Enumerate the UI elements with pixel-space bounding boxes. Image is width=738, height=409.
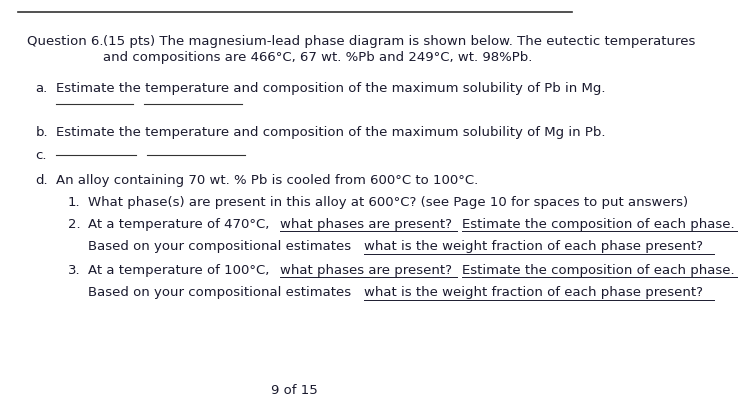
- Text: (15 pts) The magnesium-lead phase diagram is shown below. The eutectic temperatu: (15 pts) The magnesium-lead phase diagra…: [103, 35, 696, 48]
- Text: what phases are present?: what phases are present?: [280, 218, 452, 231]
- Text: 2.: 2.: [68, 218, 80, 231]
- Text: Estimate the composition of each phase.: Estimate the composition of each phase.: [461, 264, 734, 277]
- Text: what is the weight fraction of each phase present?: what is the weight fraction of each phas…: [364, 240, 703, 253]
- Text: An alloy containing 70 wt. % Pb is cooled from 600°C to 100°C.: An alloy containing 70 wt. % Pb is coole…: [56, 174, 478, 187]
- Text: What phase(s) are present in this alloy at 600°C? (see Page 10 for spaces to put: What phase(s) are present in this alloy …: [89, 196, 689, 209]
- Text: 9 of 15: 9 of 15: [272, 384, 318, 397]
- Text: At a temperature of 470°C,: At a temperature of 470°C,: [89, 218, 274, 231]
- Text: Based on your compositional estimates: Based on your compositional estimates: [89, 240, 356, 253]
- Text: 3.: 3.: [68, 264, 80, 277]
- Text: d.: d.: [35, 174, 48, 187]
- Text: Estimate the temperature and composition of the maximum solubility of Mg in Pb.: Estimate the temperature and composition…: [56, 126, 605, 139]
- Text: what phases are present?: what phases are present?: [280, 264, 452, 277]
- Text: At a temperature of 100°C,: At a temperature of 100°C,: [89, 264, 274, 277]
- Text: and compositions are 466°C, 67 wt. %Pb and 249°C, wt. 98%Pb.: and compositions are 466°C, 67 wt. %Pb a…: [103, 51, 533, 64]
- Text: Question 6.: Question 6.: [27, 35, 103, 48]
- Text: c.: c.: [35, 149, 47, 162]
- Text: a.: a.: [35, 82, 48, 95]
- Text: Estimate the composition of each phase.: Estimate the composition of each phase.: [461, 218, 734, 231]
- Text: what is the weight fraction of each phase present?: what is the weight fraction of each phas…: [364, 286, 703, 299]
- Text: Based on your compositional estimates: Based on your compositional estimates: [89, 286, 356, 299]
- Text: 1.: 1.: [68, 196, 80, 209]
- Text: Estimate the temperature and composition of the maximum solubility of Pb in Mg.: Estimate the temperature and composition…: [56, 82, 605, 95]
- Text: b.: b.: [35, 126, 48, 139]
